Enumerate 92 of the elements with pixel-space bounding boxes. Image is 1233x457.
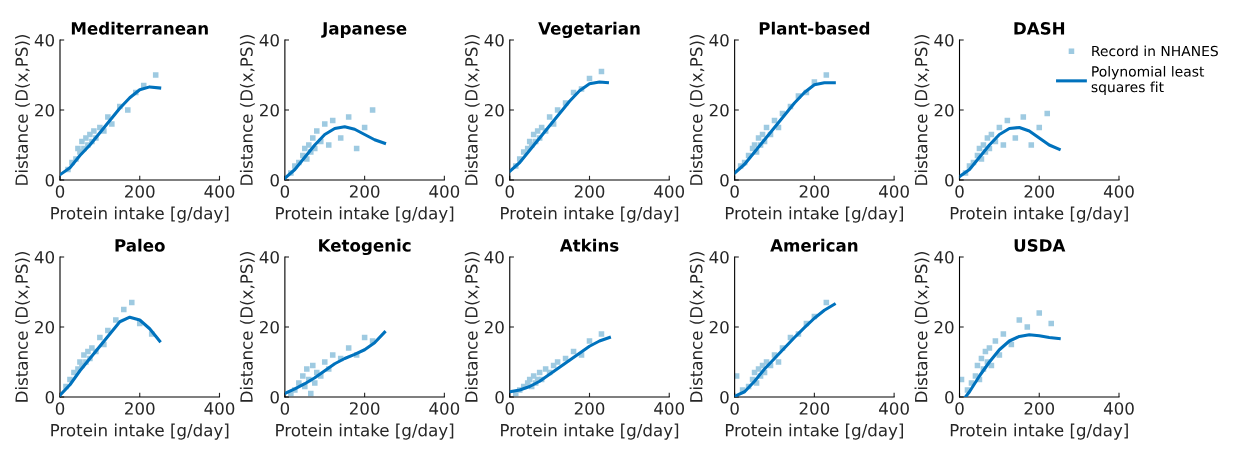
x-tick-label: 0 bbox=[55, 402, 65, 415]
x-tick-label: 400 bbox=[429, 185, 460, 198]
legend-label: Polynomial least squares fit bbox=[1091, 65, 1205, 95]
y-axis-title: Distance (D(x,PS)) bbox=[464, 35, 480, 185]
y-tick-label: 0 bbox=[495, 390, 504, 404]
legend-label: Record in NHANES bbox=[1092, 45, 1218, 57]
x-tick-label: 400 bbox=[1103, 185, 1134, 198]
y-tick-label: 0 bbox=[45, 173, 55, 187]
x-tick-label: 0 bbox=[730, 185, 739, 198]
y-tick-label: 40 bbox=[34, 250, 55, 264]
chart-title: American bbox=[770, 238, 858, 252]
y-tick-label: 20 bbox=[35, 103, 55, 117]
y-tick-label: 20 bbox=[709, 103, 729, 117]
y-axis-title: Distance (D(x,PS)) bbox=[15, 252, 30, 402]
x-tick-label: 0 bbox=[505, 185, 514, 198]
x-tick-label: 400 bbox=[204, 185, 235, 198]
y-tick-label: 0 bbox=[720, 390, 729, 404]
x-tick-label: 0 bbox=[55, 185, 65, 198]
y-tick-label: 40 bbox=[259, 33, 279, 47]
x-axis-title: Protein intake [g/day] bbox=[51, 423, 229, 440]
y-axis-title: Distance (D(x,PS)) bbox=[15, 35, 30, 185]
x-tick-label: 200 bbox=[125, 185, 155, 198]
x-tick-label: 400 bbox=[879, 185, 909, 198]
y-tick-label: 40 bbox=[709, 250, 729, 264]
x-tick-label: 200 bbox=[799, 402, 830, 415]
y-tick-label: 40 bbox=[709, 33, 729, 47]
x-tick-label: 0 bbox=[955, 185, 964, 198]
x-tick-label: 200 bbox=[349, 402, 380, 415]
x-tick-label: 0 bbox=[505, 402, 514, 415]
y-tick-label: 0 bbox=[945, 173, 954, 187]
x-tick-label: 200 bbox=[1024, 185, 1055, 198]
y-tick-label: 20 bbox=[484, 320, 504, 334]
y-tick-label: 40 bbox=[484, 33, 504, 47]
x-tick-label: 400 bbox=[654, 185, 685, 198]
y-axis-title: Distance (D(x,PS)) bbox=[464, 252, 480, 402]
y-tick-label: 40 bbox=[34, 33, 55, 47]
x-axis-title: Protein intake [g/day] bbox=[725, 423, 903, 440]
chart-title: Japanese bbox=[321, 22, 407, 38]
y-tick-label: 0 bbox=[270, 173, 279, 187]
y-tick-label: 20 bbox=[484, 103, 504, 117]
x-tick-label: 200 bbox=[1024, 402, 1055, 415]
x-axis-title: Protein intake [g/day] bbox=[950, 423, 1128, 440]
y-tick-label: 20 bbox=[709, 320, 729, 334]
x-axis-title: Protein intake [g/day] bbox=[276, 206, 454, 223]
x-tick-label: 0 bbox=[730, 402, 739, 415]
y-axis-title: Distance (D(x,PS)) bbox=[689, 35, 705, 185]
y-tick-label: 0 bbox=[495, 173, 504, 187]
y-axis-title: Distance (D(x,PS)) bbox=[239, 35, 255, 185]
x-tick-label: 400 bbox=[429, 402, 460, 415]
x-axis-title: Protein intake [g/day] bbox=[950, 206, 1128, 223]
x-tick-label: 200 bbox=[574, 402, 605, 415]
y-axis-title: Distance (D(x,PS)) bbox=[689, 252, 705, 402]
x-tick-label: 0 bbox=[280, 185, 290, 198]
x-tick-label: 200 bbox=[574, 185, 605, 198]
x-tick-label: 400 bbox=[654, 402, 685, 415]
chart-title: Atkins bbox=[559, 238, 619, 252]
chart-title: Plant-based bbox=[759, 21, 870, 35]
y-tick-label: 40 bbox=[934, 250, 954, 264]
x-axis-title: Protein intake [g/day] bbox=[51, 206, 229, 223]
x-axis-title: Protein intake [g/day] bbox=[501, 206, 679, 223]
chart-title: Vegetarian bbox=[538, 21, 640, 39]
x-axis-title: Protein intake [g/day] bbox=[725, 206, 903, 223]
x-axis-title: Protein intake [g/day] bbox=[276, 423, 454, 440]
chart-title: Paleo bbox=[115, 238, 165, 252]
y-tick-label: 0 bbox=[270, 390, 279, 404]
x-tick-label: 400 bbox=[204, 402, 235, 415]
x-tick-label: 0 bbox=[955, 402, 964, 415]
y-tick-label: 0 bbox=[45, 390, 55, 404]
y-tick-label: 40 bbox=[259, 250, 279, 264]
y-tick-label: 40 bbox=[484, 250, 504, 264]
y-tick-label: 20 bbox=[35, 320, 55, 334]
y-tick-label: 0 bbox=[945, 390, 954, 404]
chart-title: Ketogenic bbox=[319, 238, 411, 256]
y-tick-label: 20 bbox=[934, 103, 954, 117]
y-axis-title: Distance (D(x,PS)) bbox=[914, 35, 930, 185]
chart-title: DASH bbox=[1014, 22, 1065, 35]
x-tick-label: 400 bbox=[1103, 402, 1134, 415]
x-axis-title: Protein intake [g/day] bbox=[501, 423, 679, 440]
y-tick-label: 40 bbox=[934, 33, 954, 47]
chart-title: USDA bbox=[1014, 239, 1066, 252]
y-axis-title: Distance (D(x,PS)) bbox=[239, 252, 255, 402]
x-tick-label: 0 bbox=[280, 402, 290, 415]
chart-title: Mediterranean bbox=[71, 21, 208, 35]
y-tick-label: 20 bbox=[260, 103, 279, 117]
y-tick-label: 0 bbox=[720, 173, 729, 187]
y-axis-title: Distance (D(x,PS)) bbox=[914, 252, 930, 402]
y-tick-label: 20 bbox=[934, 320, 954, 334]
x-tick-label: 200 bbox=[799, 185, 830, 198]
x-tick-label: 200 bbox=[349, 185, 380, 198]
y-tick-label: 20 bbox=[260, 320, 279, 334]
x-tick-label: 200 bbox=[125, 402, 155, 415]
x-tick-label: 400 bbox=[879, 402, 909, 415]
